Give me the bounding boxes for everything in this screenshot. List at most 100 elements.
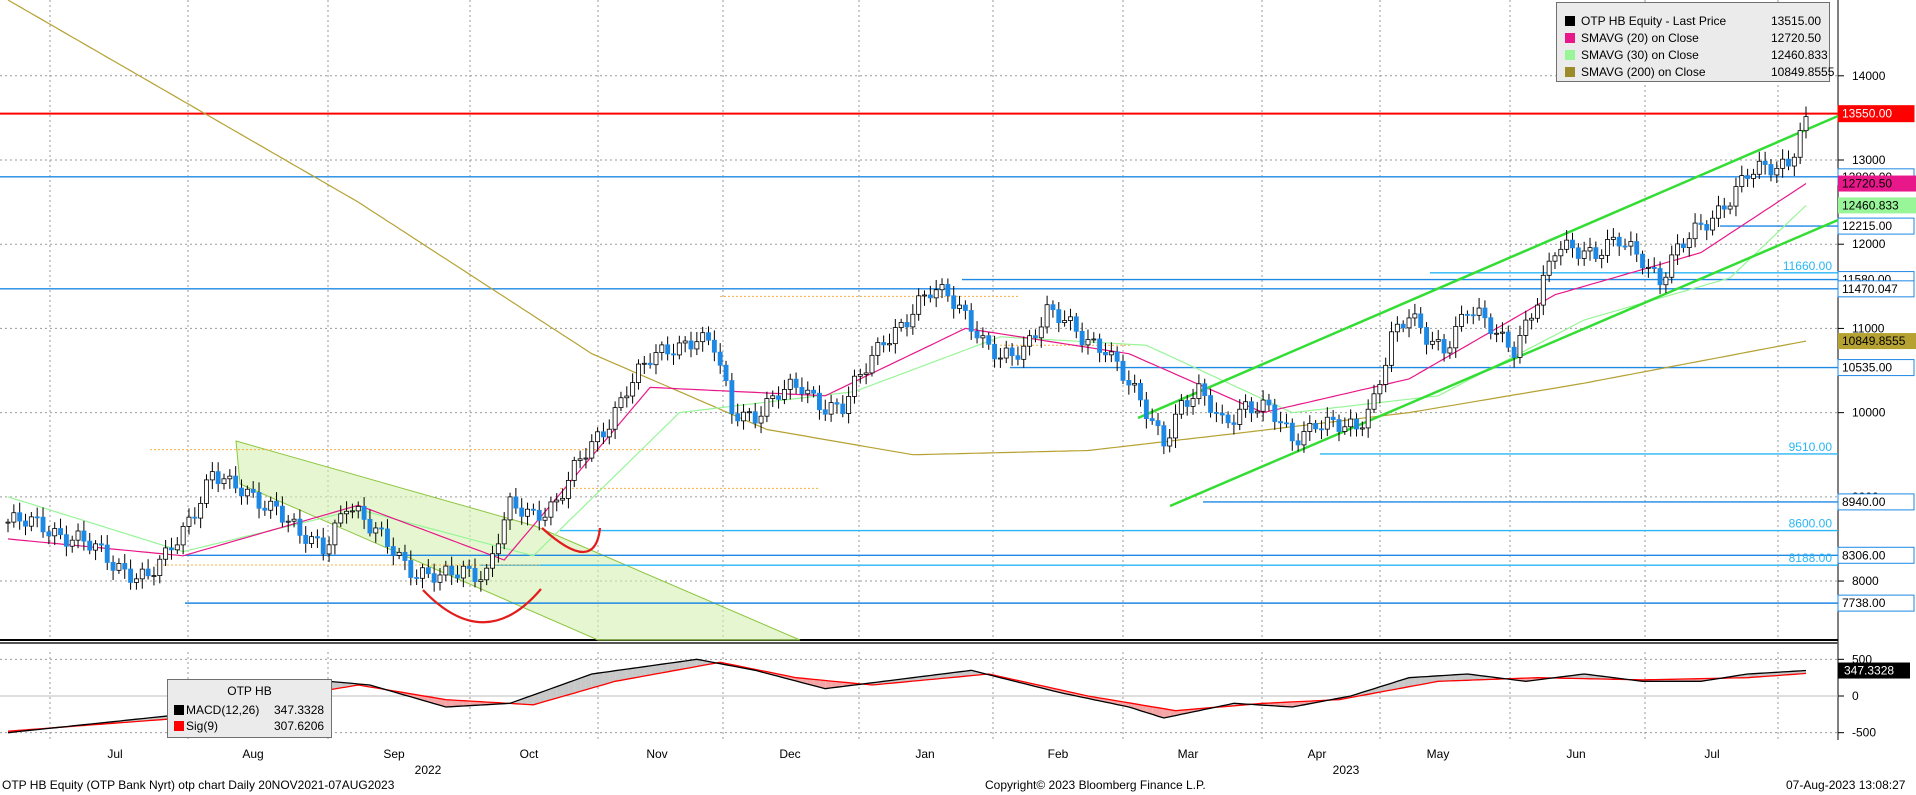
candle-down — [1762, 160, 1768, 165]
level-price-label: 8940.00 — [1842, 495, 1886, 509]
y-axis-tick-label: 13000 — [1852, 153, 1886, 167]
candle-down — [402, 551, 408, 561]
level-price-tag — [1837, 217, 1915, 235]
candle-down — [968, 310, 974, 332]
x-axis-month-label: Aug — [242, 747, 263, 761]
candle-up — [1476, 307, 1482, 316]
level-price-tag — [1837, 493, 1915, 511]
candle-up — [116, 563, 122, 571]
macd-histogram-fill — [965, 670, 972, 677]
candle-up — [28, 516, 34, 527]
candle-down — [776, 395, 782, 400]
candle-up — [630, 382, 636, 397]
candle-up — [741, 411, 746, 422]
candle-down — [1616, 236, 1622, 247]
candlesticks — [5, 106, 1809, 592]
candle-down — [1056, 309, 1062, 324]
rounded-bottom-arc — [541, 527, 602, 554]
macd-histogram-fill — [580, 676, 586, 692]
candle-down — [122, 563, 128, 570]
candle-down — [274, 500, 279, 507]
x-axis-month-label: May — [1427, 747, 1450, 761]
candle-up — [309, 536, 315, 544]
y-axis-tick-label: 10000 — [1852, 406, 1886, 420]
candle-up — [52, 528, 58, 537]
level-text-label: 9510.00 — [1789, 440, 1833, 454]
macd-histogram-fill — [831, 681, 837, 688]
level-price-label: 11470.047 — [1842, 282, 1898, 296]
candle-up — [1190, 398, 1196, 407]
ma-price-tag — [1838, 333, 1916, 350]
candle-up — [863, 372, 869, 375]
y-axis-tick-label: 8000 — [1852, 574, 1879, 588]
candle-up — [1756, 160, 1762, 175]
candle-down — [1149, 418, 1155, 422]
macd-histogram-fill — [621, 669, 627, 681]
candle-up — [1739, 175, 1745, 187]
candle-up — [1535, 304, 1540, 319]
candle-up — [787, 378, 793, 390]
ma-price-label: 12460.833 — [1842, 198, 1899, 212]
macd-histogram-fill — [819, 679, 826, 689]
candle-up — [93, 543, 99, 551]
candle-down — [145, 568, 151, 577]
candle-up — [507, 496, 513, 521]
candle-down — [1161, 425, 1167, 447]
candle-up — [1068, 316, 1073, 321]
candle-down — [840, 403, 846, 414]
candle-down — [1050, 304, 1056, 311]
candle-down — [361, 505, 367, 520]
candle-down — [1126, 379, 1132, 386]
candle-up — [612, 407, 618, 430]
candle-up — [174, 544, 180, 551]
legend-swatch-sma20 — [1565, 33, 1575, 43]
candle-down — [1015, 355, 1021, 360]
candle-down — [1032, 335, 1038, 339]
x-axis-month-label: Feb — [1048, 747, 1069, 761]
macd-histogram-fill — [1461, 674, 1468, 681]
candle-down — [1482, 307, 1488, 319]
candle-up — [396, 551, 402, 556]
macd-histogram-fill — [1152, 706, 1158, 717]
macd-histogram-fill — [953, 671, 960, 678]
candle-up — [1394, 323, 1400, 333]
candle-down — [1138, 382, 1143, 401]
candle-down — [1657, 268, 1663, 286]
candle-down — [1441, 339, 1447, 354]
y-axis-tick-label: 11000 — [1852, 321, 1885, 335]
macd-histogram-fill — [1438, 675, 1445, 682]
candle-down — [881, 342, 887, 346]
candle-up — [221, 478, 227, 485]
macd-histogram-fill — [1146, 705, 1153, 715]
candle-up — [939, 284, 945, 291]
macd-histogram-fill — [644, 665, 651, 676]
macd-histogram-fill — [545, 688, 551, 702]
macd-histogram-fill — [597, 672, 604, 687]
candle-up — [916, 295, 922, 315]
candle-down — [1488, 317, 1494, 335]
candle-down — [1651, 266, 1657, 269]
candle-up — [1091, 338, 1097, 341]
sma20-line — [7, 183, 1807, 561]
candle-up — [460, 565, 466, 579]
candle-up — [495, 543, 501, 555]
legend-row-signal: Sig(9) 307.6206 — [174, 718, 324, 734]
candle-up — [11, 512, 17, 523]
candle-up — [1564, 239, 1570, 250]
candle-up — [548, 501, 554, 518]
candle-up — [5, 521, 11, 524]
candle-up — [1774, 167, 1780, 176]
candle-up — [1605, 239, 1610, 256]
candle-down — [379, 527, 385, 530]
level-price-label: 10535.00 — [1842, 361, 1892, 375]
candle-up — [180, 526, 186, 546]
legend-value: 347.3328 — [274, 703, 325, 717]
level-price-label: 8306.00 — [1842, 548, 1886, 562]
candle-down — [1114, 351, 1120, 362]
candle-down — [425, 567, 431, 575]
candle-down — [1225, 414, 1231, 424]
candle-up — [869, 354, 875, 374]
macd-histogram-fill — [515, 699, 522, 705]
candle-down — [665, 344, 671, 355]
macd-histogram-fill — [1169, 709, 1176, 717]
